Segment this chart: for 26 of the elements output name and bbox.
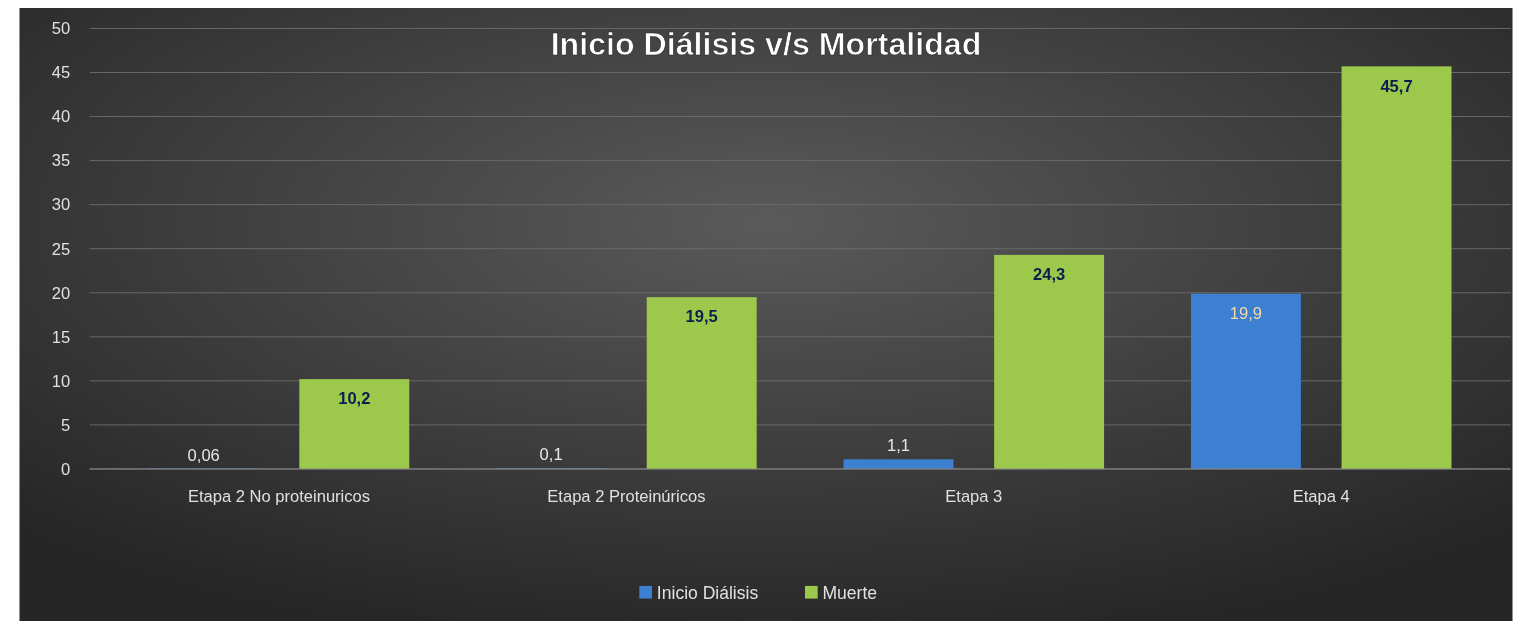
legend-label: Muerte (822, 582, 878, 603)
legend-label: Inicio Diálisis (656, 582, 759, 603)
y-tick-label: 10 (51, 371, 71, 391)
chart-title: Inicio Diálisis v/s Mortalidad (550, 25, 982, 62)
data-label: 24,3 (1033, 265, 1066, 285)
data-label: 45,7 (1380, 76, 1413, 96)
y-tick-label: 45 (51, 63, 71, 83)
x-tick-label: Etapa 4 (1292, 487, 1350, 507)
y-tick-label: 25 (51, 239, 71, 259)
data-label: 0,1 (539, 445, 563, 465)
x-tick-label: Etapa 2 No proteinuricos (187, 487, 371, 507)
y-tick-label: 35 (51, 151, 71, 171)
y-tick-label: 50 (51, 19, 71, 39)
y-tick-label: 0 (60, 459, 71, 479)
data-label: 1,1 (887, 436, 911, 456)
x-tick-label: Etapa 3 (945, 487, 1003, 507)
y-tick-label: 40 (51, 107, 71, 127)
data-label: 19,5 (685, 307, 718, 327)
x-tick-label: Etapa 2 Proteinúricos (547, 487, 706, 507)
data-label: 19,9 (1229, 303, 1263, 323)
data-label: 0,06 (187, 445, 220, 465)
data-label: 10,2 (338, 389, 371, 409)
y-tick-label: 15 (51, 327, 71, 347)
y-tick-label: 20 (51, 283, 71, 303)
y-tick-label: 5 (60, 415, 71, 435)
y-tick-label: 30 (51, 195, 71, 215)
